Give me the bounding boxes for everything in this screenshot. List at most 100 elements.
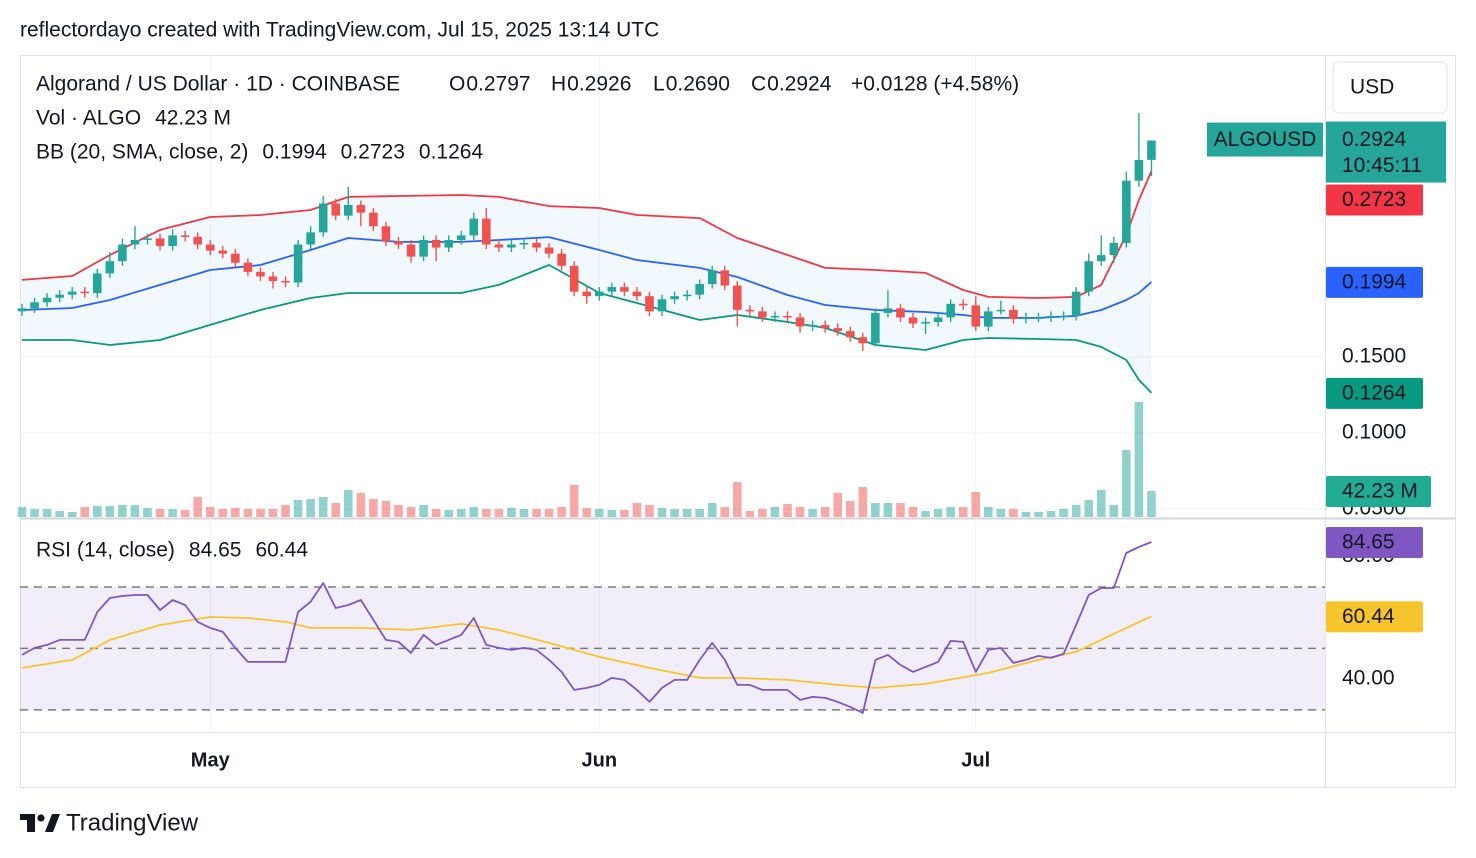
logo-part [27,814,35,832]
candle-body [1009,309,1018,319]
volume-bar [256,508,265,517]
candle-body [293,244,303,283]
volume-bar [783,504,792,517]
volume-title: Vol · ALGO [36,107,141,130]
candle-body [231,253,240,263]
candle-body [896,308,905,318]
logo-part [37,814,45,822]
candle-body [933,317,943,323]
volume-bar [1021,512,1031,517]
volume-bar [845,500,855,517]
candle-body [858,337,868,344]
volume-bar [946,507,955,517]
candle-body [958,303,968,306]
candle-body [557,253,566,266]
volume-bar [582,508,592,517]
candle-body [130,239,140,245]
legend-letter: O [449,73,465,96]
candle-body [996,309,1006,312]
candle-body [318,203,328,233]
volume-bar [369,499,378,517]
logo [20,814,60,832]
volume-bar [670,508,679,517]
candle-body [1122,180,1131,243]
volume-bar [482,508,491,517]
logo-part [45,814,60,832]
volume-bar [720,507,730,517]
candle-body [532,242,541,248]
volume-bar [569,484,579,517]
candle-body [745,309,755,312]
volume-bar [80,507,90,517]
y-tick-label: 0.1000 [1342,421,1406,444]
candle-body [921,322,930,324]
candle-body [845,331,855,338]
volume-bar [118,504,127,517]
candle-body [482,218,491,245]
candle-body [494,244,504,248]
candle-body [331,203,341,216]
volume-bar [469,507,479,517]
currency[interactable]: USD [1350,76,1394,99]
bb-upper [21,170,1153,299]
candle-body [1134,160,1144,181]
candle-body [55,294,64,298]
volume-bar [808,508,817,517]
candle-body [394,241,403,245]
candle-body [1059,315,1068,318]
volume-bar [306,499,315,517]
candle-body [143,238,152,240]
symbol-tag: ALGOUSD [1214,128,1317,151]
volume-bar [356,492,366,517]
volume-bar [607,509,617,517]
volume-bar [507,508,516,517]
volume-bar [758,508,767,517]
volume-bar [645,504,654,517]
volume-bar [444,509,453,517]
y-tick-label: 0.1500 [1342,345,1406,368]
candle-body [369,212,378,227]
candle-body [469,218,479,236]
volume-bar [419,504,428,517]
volume-bar [620,509,629,517]
candle-body [1147,140,1156,160]
legend-letter: C [751,73,766,96]
candle-body [1071,291,1081,316]
volume-bar [456,508,466,517]
volume-bar [682,508,692,517]
volume-bar [971,492,981,517]
rsi-title: RSI (14, close) [36,539,175,562]
volume-bar [519,508,529,517]
volume-bar [343,489,353,517]
candle-body [1109,242,1119,256]
volume-bar [55,511,64,517]
volume-bar [795,507,805,517]
rsi-label-box [1326,526,1423,558]
volume-bar [30,508,39,517]
bb-lower-value: 0.1264 [419,141,484,164]
rsi-ma [21,615,1152,689]
volume-bar [268,508,278,517]
volume-bar [42,508,52,517]
rsi-tick-label: 40.00 [1342,667,1395,690]
volume-label-box [1326,476,1431,508]
currency-button[interactable] [1332,61,1448,114]
candle-body [180,235,190,237]
volume-bar [67,512,77,517]
bb-basis-label-box [1326,266,1423,298]
candle-body [758,311,767,318]
volume-bar [143,508,152,517]
legend-open: 0.2797 [466,73,530,96]
rsi-line [21,541,1152,714]
volume-bar [406,507,416,517]
legend-title: Algorand / US Dollar · 1D · COINBASE [36,73,400,96]
volume-bar [958,507,968,517]
bb-basis-value: 0.1994 [262,141,327,164]
volume-bar [1071,504,1081,517]
candle-body [984,311,993,327]
legend-low: 0.2690 [666,73,730,96]
volume-bar [871,503,880,517]
candle-body [569,265,579,292]
volume-bar [1059,508,1068,517]
volume-bar [243,508,253,517]
